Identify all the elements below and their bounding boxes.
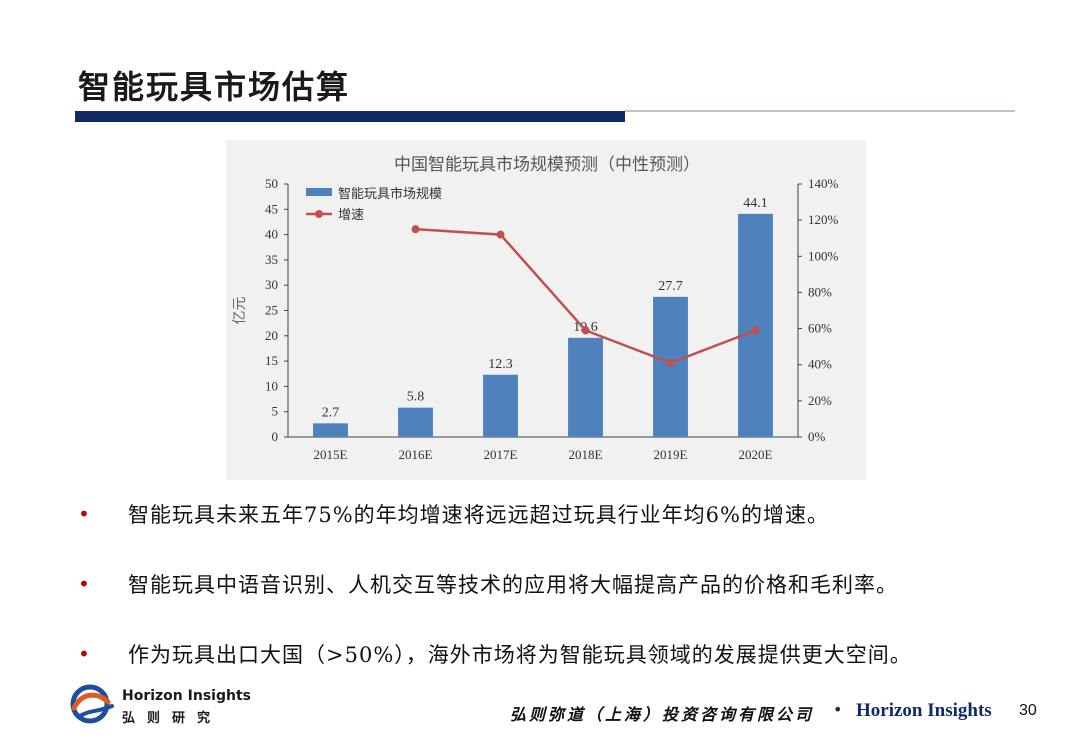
- legend-bar-swatch: [306, 188, 332, 196]
- bar: [313, 423, 348, 437]
- y2-tick-label: 0%: [808, 429, 826, 444]
- bullet-text: 智能玩具中语音识别、人机交互等技术的应用将大幅提高产品的价格和毛利率。: [128, 573, 898, 597]
- footer-brand-en: Horizon Insights: [122, 688, 251, 704]
- y-tick-label: 15: [265, 353, 278, 368]
- legend-bar-label: 智能玩具市场规模: [338, 186, 442, 202]
- x-tick-label: 2019E: [654, 447, 688, 462]
- chart-title: 中国智能玩具市场规模预测（中性预测）: [394, 155, 700, 175]
- growth-point: [581, 326, 590, 335]
- bar: [483, 374, 518, 437]
- y-tick-label: 0: [272, 429, 279, 444]
- legend-line-marker: [315, 210, 323, 218]
- title-divider-line: [625, 110, 1015, 112]
- bar: [398, 407, 433, 437]
- growth-point: [411, 225, 420, 234]
- footer-brand-right: Horizon Insights: [856, 700, 992, 721]
- y-tick-label: 45: [265, 201, 278, 216]
- y2-tick-label: 60%: [808, 321, 832, 336]
- y-tick-label: 25: [265, 303, 278, 318]
- horizon-logo-icon: [70, 684, 114, 724]
- y-tick-label: 30: [265, 277, 278, 292]
- x-tick-label: 2017E: [484, 447, 518, 462]
- title-underline-bar: [75, 111, 625, 122]
- y-tick-label: 20: [265, 328, 278, 343]
- y-tick-label: 35: [265, 252, 278, 267]
- y-tick-label: 5: [272, 404, 279, 419]
- bullet-item: • 作为玩具出口大国（>50%），海外市场将为智能玩具领域的发展提供更大空间。: [78, 636, 1038, 672]
- bullet-dot-icon: •: [78, 502, 90, 526]
- y-tick-label: 50: [265, 176, 278, 191]
- y2-tick-label: 20%: [808, 393, 832, 408]
- y2-tick-label: 140%: [808, 176, 839, 191]
- legend-line-label: 增速: [338, 208, 364, 223]
- bullet-dot-icon: •: [78, 572, 90, 596]
- x-tick-label: 2016E: [399, 447, 433, 462]
- bullet-list: • 智能玩具未来五年75%的年均增速将远远超过玩具行业年均6%的增速。 • 智能…: [78, 496, 1038, 706]
- y2-tick-label: 120%: [808, 212, 839, 227]
- page-number: 30: [1019, 702, 1037, 719]
- y-tick-label: 10: [265, 378, 278, 393]
- y2-tick-label: 40%: [808, 357, 832, 372]
- bullet-dot-icon: •: [78, 642, 90, 666]
- bar: [568, 337, 603, 437]
- bar: [653, 296, 688, 437]
- y2-tick-label: 80%: [808, 284, 832, 299]
- chart-panel: 中国智能玩具市场规模预测（中性预测） 0 5 10 15 20 25 30 35 40 45 50 0%…: [226, 140, 866, 480]
- footer-brand-cn: 弘则研究: [122, 711, 223, 726]
- bullet-item: • 智能玩具未来五年75%的年均增速将远远超过玩具行业年均6%的增速。: [78, 496, 1038, 532]
- bar-data-label: 27.7: [658, 279, 683, 294]
- bullet-text: 智能玩具未来五年75%的年均增速将远远超过玩具行业年均6%的增速。: [128, 503, 829, 527]
- y-tick-label: 40: [265, 227, 278, 242]
- footer-company: 弘则弥道（上海）投资咨询有限公司: [510, 705, 815, 724]
- growth-point: [666, 358, 675, 367]
- footer-separator: •: [833, 700, 843, 719]
- bar-data-label: 2.7: [322, 405, 340, 420]
- growth-point: [751, 326, 760, 335]
- bar-data-label: 5.8: [407, 390, 425, 405]
- x-tick-label: 2018E: [569, 447, 603, 462]
- y2-tick-label: 100%: [808, 248, 839, 263]
- page-title: 智能玩具市场估算: [78, 68, 351, 106]
- x-tick-label: 2020E: [739, 447, 773, 462]
- bar-data-label: 44.1: [743, 196, 768, 211]
- growth-point: [496, 230, 505, 239]
- y-axis-label: 亿元: [232, 297, 248, 325]
- market-size-chart: 中国智能玩具市场规模预测（中性预测） 0 5 10 15 20 25 30 35 40 45 50 0%…: [232, 155, 839, 462]
- bar-data-label: 12.3: [488, 357, 513, 372]
- bullet-text: 作为玩具出口大国（>50%），海外市场将为智能玩具领域的发展提供更大空间。: [128, 643, 912, 667]
- x-tick-label: 2015E: [314, 447, 348, 462]
- bar: [738, 213, 773, 437]
- bullet-item: • 智能玩具中语音识别、人机交互等技术的应用将大幅提高产品的价格和毛利率。: [78, 566, 1038, 602]
